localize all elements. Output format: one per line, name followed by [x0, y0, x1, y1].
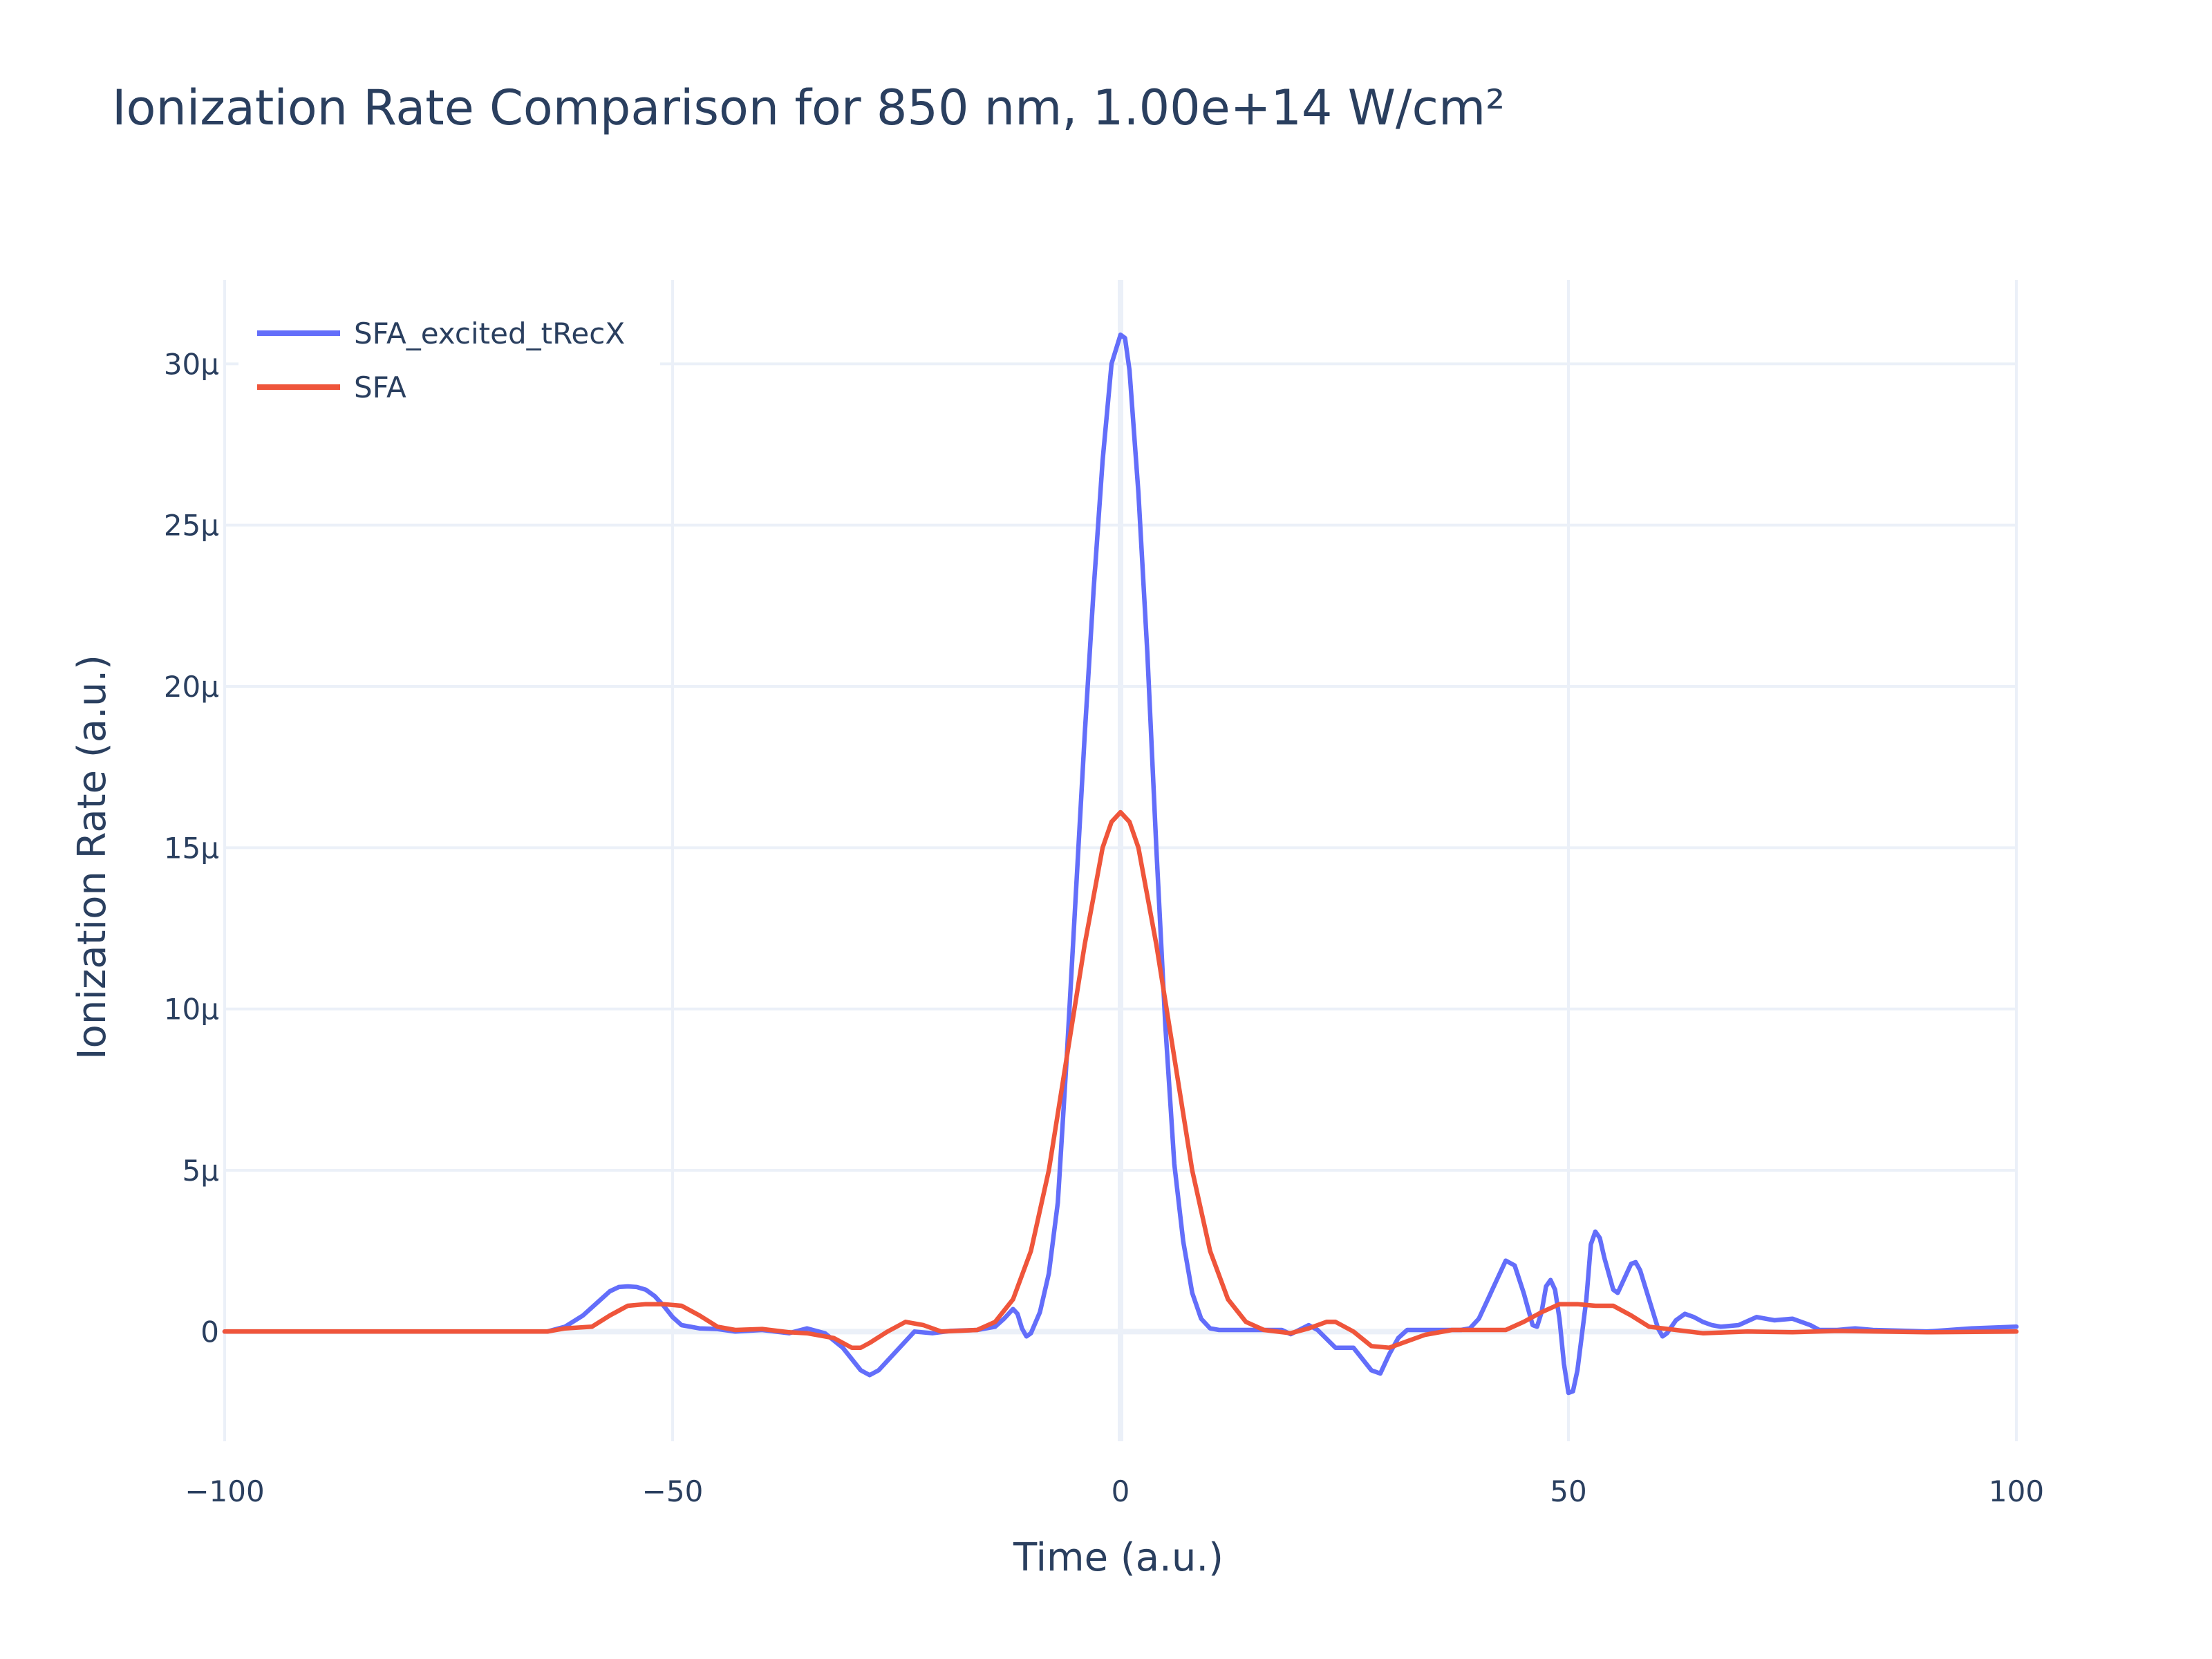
y-axis-ticks: 0 5μ 10μ 15μ 20μ 25μ 30μ — [164, 347, 219, 1349]
y-tick-label: 30μ — [164, 347, 219, 381]
x-tick-label: 0 — [1112, 1474, 1130, 1508]
y-tick-label: 25μ — [164, 509, 219, 543]
legend-label: SFA — [354, 371, 406, 404]
y-tick-label: 10μ — [164, 993, 219, 1027]
legend-background — [238, 308, 660, 415]
x-tick-label: −100 — [185, 1474, 264, 1508]
y-tick-label: 0 — [200, 1315, 219, 1349]
legend: SFA_excited_tRecX SFA — [238, 308, 660, 415]
x-axis-title: Time (a.u.) — [1013, 1535, 1224, 1580]
series-lines — [222, 332, 2019, 1396]
y-axis-title: Ionization Rate (a.u.) — [70, 655, 115, 1060]
x-axis-ticks: −100 −50 0 50 100 — [185, 1474, 2044, 1508]
series-line-2 — [222, 809, 2019, 1350]
chart-title: Ionization Rate Comparison for 850 nm, 1… — [112, 79, 1505, 136]
y-tick-label: 20μ — [164, 670, 219, 704]
x-tick-label: −50 — [642, 1474, 704, 1508]
x-tick-label: 50 — [1550, 1474, 1586, 1508]
y-tick-label: 15μ — [164, 831, 219, 865]
y-tick-label: 5μ — [182, 1154, 219, 1188]
legend-label: SFA_excited_tRecX — [354, 317, 625, 350]
x-tick-label: 100 — [1989, 1474, 2044, 1508]
